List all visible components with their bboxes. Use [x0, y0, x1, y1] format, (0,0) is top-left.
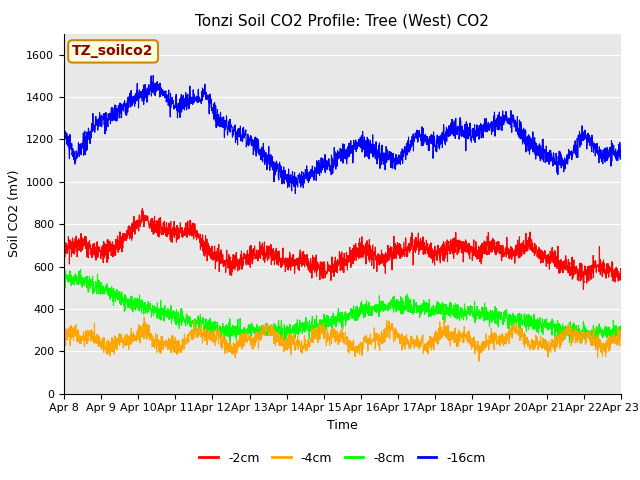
Legend: -2cm, -4cm, -8cm, -16cm: -2cm, -4cm, -8cm, -16cm	[194, 447, 491, 469]
Y-axis label: Soil CO2 (mV): Soil CO2 (mV)	[8, 170, 20, 257]
Text: TZ_soilco2: TZ_soilco2	[72, 44, 154, 59]
X-axis label: Time: Time	[327, 419, 358, 432]
Title: Tonzi Soil CO2 Profile: Tree (West) CO2: Tonzi Soil CO2 Profile: Tree (West) CO2	[195, 13, 490, 28]
